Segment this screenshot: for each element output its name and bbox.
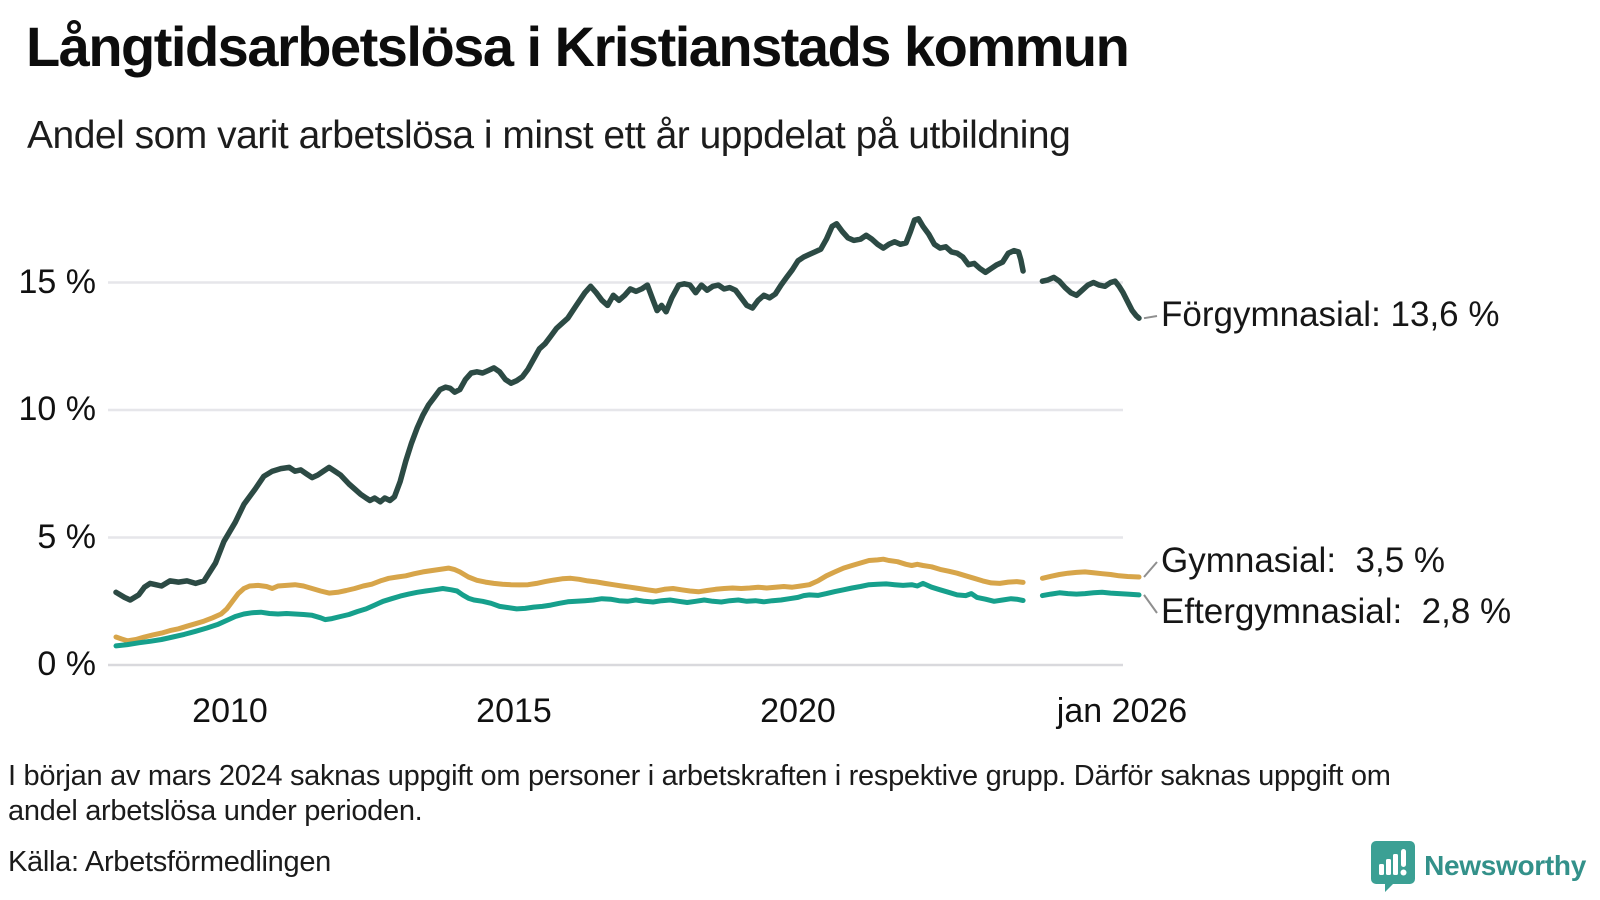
x-tick-label-2015: 2015: [476, 692, 552, 730]
x-tick-label-2020: 2020: [760, 692, 836, 730]
series-label-gymnasial: Gymnasial: 3,5 %: [1161, 541, 1445, 580]
series-line-gymnasial-seg1: [1039, 569, 1142, 581]
series-label-forgymnasial: Förgymnasial: 13,6 %: [1161, 295, 1500, 334]
newsworthy-bubble-barchart-icon: [1370, 840, 1416, 892]
series-line-forgymnasial-seg0: [113, 216, 1026, 603]
x-tick-label-2010: 2010: [192, 692, 268, 730]
series-line-forgymnasial-seg1: [1039, 274, 1142, 321]
x-tick-label-jan-2026: jan 2026: [1056, 692, 1188, 730]
newsworthy-wordmark: Newsworthy: [1424, 850, 1586, 881]
y-tick-label-15: 15 %: [18, 262, 97, 301]
series-label-eftergymnasial: Eftergymnasial: 2,8 %: [1161, 592, 1512, 631]
series-line-eftergymnasial-seg1: [1039, 589, 1142, 599]
label-leader-forgymnasial: [1143, 315, 1158, 320]
y-tick-label-0: 0 %: [37, 645, 96, 683]
y-tick-label-5: 5 %: [37, 517, 96, 556]
newsworthy-logo: Newsworthy: [1370, 840, 1586, 892]
page-subtitle: Andel som varit arbetslösa i minst ett å…: [27, 114, 1071, 157]
page-title: Långtidsarbetslösa i Kristianstads kommu…: [26, 15, 1130, 78]
label-leader-gymnasial: [1143, 561, 1158, 578]
y-tick-label-10: 10 %: [18, 390, 97, 428]
label-leader-eftergymnasial: [1143, 594, 1158, 614]
footnote-line-1: I början av mars 2024 saknas uppgift om …: [8, 760, 1391, 792]
series-line-gymnasial-seg0: [113, 556, 1026, 644]
source-text: Källa: Arbetsförmedlingen: [8, 846, 331, 878]
series-line-eftergymnasial-seg0: [113, 580, 1026, 649]
footnote-line-2: andel arbetslösa under perioden.: [8, 795, 423, 827]
